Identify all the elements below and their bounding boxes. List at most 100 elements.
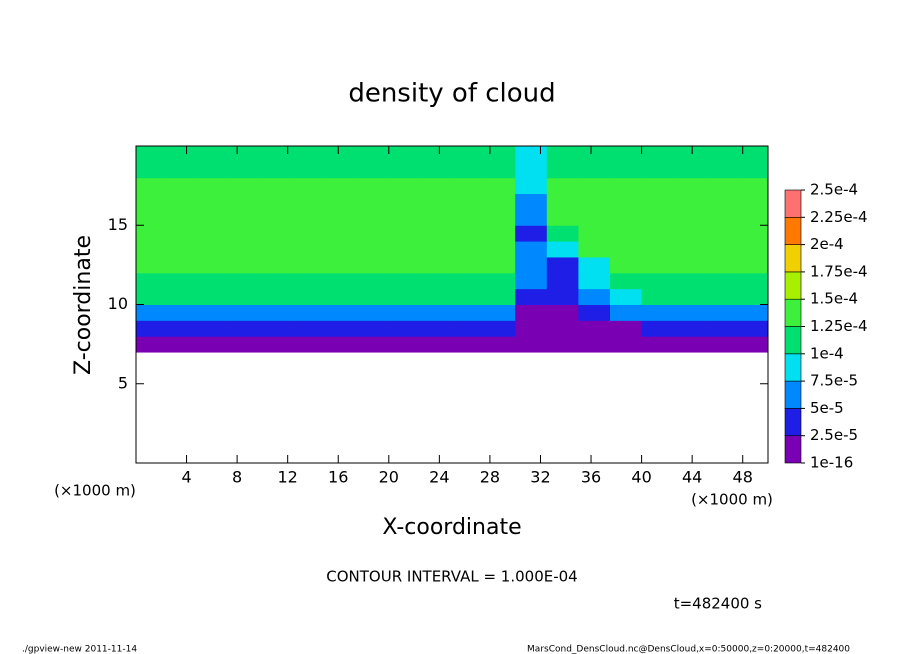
contour-cell: [325, 304, 358, 321]
contour-cell: [736, 225, 769, 242]
contour-cell: [167, 193, 200, 210]
contour-cell: [483, 177, 516, 195]
colorbar-box: [784, 380, 802, 409]
colorbar-label: 7.5e-5: [810, 372, 858, 390]
contour-cell: [230, 241, 263, 258]
contour-cell: [420, 241, 453, 258]
contour-cell: [704, 193, 737, 210]
colorbar-box: [784, 271, 802, 300]
contour-cell: [515, 146, 548, 163]
contour-cell: [167, 146, 200, 163]
contour-cell: [262, 161, 295, 179]
contour-cell: [483, 288, 516, 305]
contour-cell: [610, 177, 643, 195]
contour-cell: [673, 272, 706, 290]
contour-cell: [641, 225, 674, 242]
colorbar-label: 2e-4: [810, 235, 844, 253]
contour-cell: [452, 146, 485, 163]
contour-cell: [515, 272, 548, 290]
contour-cell: [388, 225, 421, 242]
contour-cell: [262, 241, 295, 258]
contour-cell: [610, 146, 643, 163]
contour-cell: [641, 272, 674, 290]
contour-cell: [357, 336, 390, 353]
colorbar-label: 1e-16: [810, 454, 853, 472]
contour-cell: [420, 320, 453, 337]
contour-cell: [262, 146, 295, 163]
contour-cell: [641, 320, 674, 337]
x-tick-label: 16: [328, 468, 348, 487]
colorbar-box: [784, 217, 802, 245]
contour-cell: [673, 146, 706, 163]
contour-cell: [325, 161, 358, 179]
contour-cell: [294, 225, 327, 242]
contour-cell: [546, 161, 579, 179]
contour-cell: [230, 256, 263, 274]
contour-cell: [420, 304, 453, 321]
contour-cell: [515, 225, 548, 242]
y-tick-label: 15: [108, 215, 128, 234]
contour-cell: [736, 336, 769, 353]
contour-cell: [578, 256, 611, 274]
contour-cell: [262, 272, 295, 290]
contour-cell: [262, 225, 295, 242]
contour-cell: [388, 146, 421, 163]
contour-cell: [704, 336, 737, 353]
colorbar-box: [784, 353, 802, 382]
contour-cell: [546, 336, 579, 353]
contour-cell: [325, 256, 358, 274]
contour-cell: [294, 193, 327, 210]
contour-cell: [357, 161, 390, 179]
contour-cell: [546, 177, 579, 195]
contour-cell: [704, 320, 737, 337]
contour-cell: [673, 288, 706, 305]
contour-cell: [199, 146, 232, 163]
contour-cell: [452, 241, 485, 258]
contour-cell: [452, 177, 485, 195]
contour-cell: [736, 256, 769, 274]
contour-cell: [546, 304, 579, 321]
contour-cell: [610, 272, 643, 290]
contour-cell: [167, 272, 200, 290]
contour-cell: [167, 256, 200, 274]
contour-cell: [578, 336, 611, 353]
contour-cell: [641, 256, 674, 274]
contour-cell: [325, 288, 358, 305]
footer-right: MarsCond_DensCloud.nc@DensCloud,x=0:5000…: [527, 645, 850, 654]
contour-cell: [673, 256, 706, 274]
contour-note: CONTOUR INTERVAL = 1.000E-04: [326, 568, 577, 586]
y-axis-label: Z-coordinate: [71, 235, 96, 375]
contour-cell: [578, 272, 611, 290]
x-tick-label: 8: [232, 468, 242, 487]
contour-cell: [578, 193, 611, 210]
contour-cell: [230, 146, 263, 163]
contour-cell: [199, 241, 232, 258]
x-tick-label: 12: [278, 468, 298, 487]
contour-cell: [610, 161, 643, 179]
contour-cell: [673, 225, 706, 242]
contour-cell: [546, 193, 579, 210]
contour-cell: [199, 336, 232, 353]
contour-cell: [420, 193, 453, 210]
contour-cell: [610, 336, 643, 353]
x-axis-label: X-coordinate: [382, 515, 521, 540]
contour-cell: [673, 320, 706, 337]
contour-cell: [483, 320, 516, 337]
contour-cell: [325, 272, 358, 290]
contour-cell: [673, 336, 706, 353]
contour-cell: [420, 209, 453, 226]
contour-cell: [736, 161, 769, 179]
contour-cell: [199, 209, 232, 226]
contour-cell: [230, 161, 263, 179]
x-tick-label: 20: [379, 468, 399, 487]
contour-cell: [136, 209, 169, 226]
contour-cell: [294, 256, 327, 274]
contour-cell: [673, 177, 706, 195]
contour-cell: [357, 209, 390, 226]
contour-cell: [294, 177, 327, 195]
contour-cell: [167, 177, 200, 195]
contour-cell: [136, 272, 169, 290]
contour-cell: [357, 193, 390, 210]
contour-cell: [325, 241, 358, 258]
contour-cell: [610, 288, 643, 305]
